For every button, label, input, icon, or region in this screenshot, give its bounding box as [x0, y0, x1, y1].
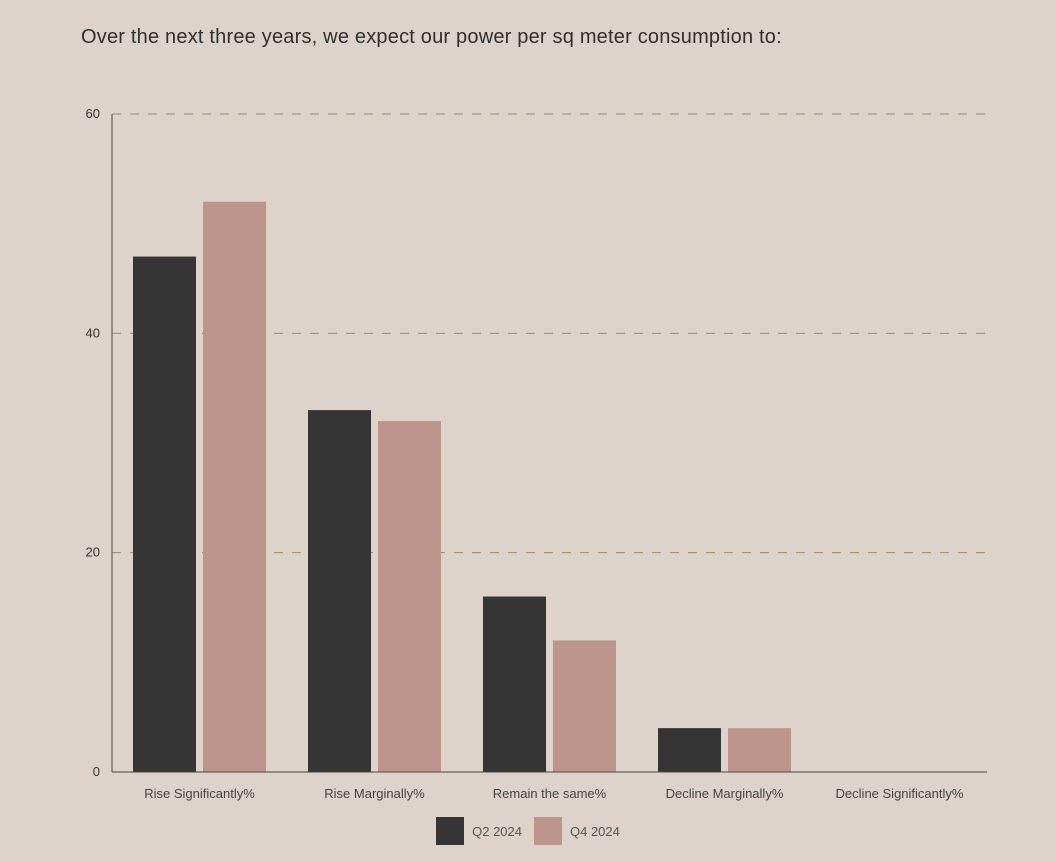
y-tick-label: 20: [86, 545, 100, 560]
bar-q4-2024: [203, 201, 266, 772]
legend-swatch: [534, 817, 562, 845]
bar-q4-2024: [728, 728, 791, 772]
x-category-label: Decline Significantly%: [836, 786, 964, 801]
x-category-label: Rise Marginally%: [324, 786, 425, 801]
bar-q2-2024: [658, 728, 721, 772]
chart-title: Over the next three years, we expect our…: [81, 26, 782, 48]
x-category-label: Rise Significantly%: [144, 786, 255, 801]
axes: [111, 114, 987, 773]
legend-item: Q4 2024: [534, 817, 620, 845]
axis-labels: 0 20 40 60 Rise Significantly% Rise Marginall…: [86, 106, 964, 801]
x-category-label: Remain the same%: [493, 786, 607, 801]
legend-item: Q2 2024: [436, 817, 522, 845]
legend-label: Q2 2024: [472, 823, 522, 839]
legend-swatch: [436, 817, 465, 845]
bars: [133, 201, 791, 773]
bar-q2-2024: [308, 410, 371, 772]
x-category-label: Decline Marginally%: [666, 786, 784, 801]
bar-q4-2024: [378, 421, 441, 772]
legend: Q2 2024 Q4 2024: [0, 817, 1056, 845]
y-tick-label: 40: [86, 325, 100, 340]
y-tick-label: 0: [93, 764, 100, 779]
y-tick-label: 60: [86, 106, 100, 121]
bar-q2-2024: [483, 596, 546, 772]
bar-q2-2024: [133, 256, 196, 773]
legend-label: Q4 2024: [570, 823, 620, 839]
bar-q4-2024: [553, 640, 616, 772]
